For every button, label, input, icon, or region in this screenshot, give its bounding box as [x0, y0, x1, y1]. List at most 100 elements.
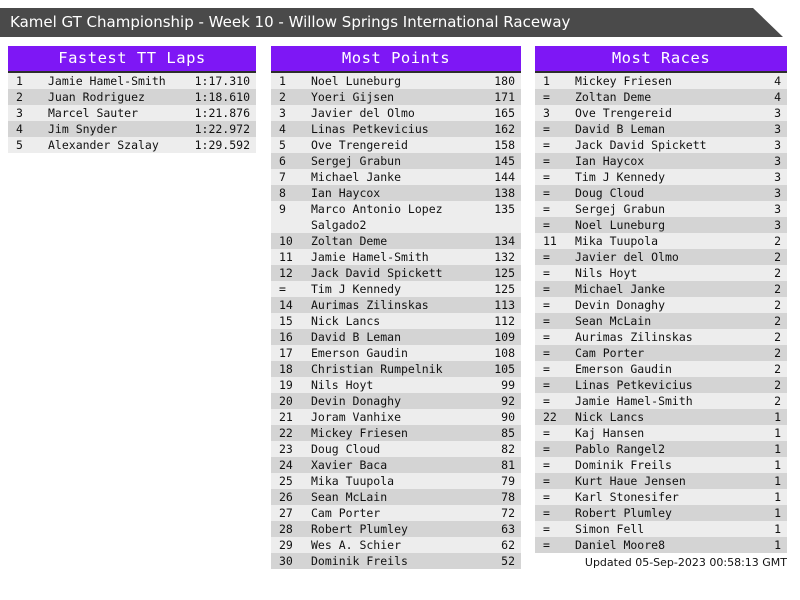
row-rank: =	[543, 378, 550, 392]
leaderboard-row: = Tim J Kennedy 125	[271, 281, 521, 297]
row-driver-name: Dominik Freils	[311, 554, 408, 568]
row-rank: 25	[279, 474, 293, 488]
row-rank: 10	[279, 234, 293, 248]
row-rank: 3	[543, 106, 550, 120]
leaderboard-row: 15 Nick Lancs 112	[271, 313, 521, 329]
row-rank: =	[543, 538, 550, 552]
row-value: 1	[774, 442, 781, 456]
row-value: 158	[494, 138, 515, 152]
row-driver-name: Emerson Gaudin	[575, 362, 672, 376]
row-value: 144	[494, 170, 515, 184]
leaderboard-row: 30 Dominik Freils 52	[271, 553, 521, 569]
row-rank: =	[279, 282, 286, 296]
row-rank: =	[543, 170, 550, 184]
leaderboard-row: 16 David B Leman 109	[271, 329, 521, 345]
row-driver-name: Zoltan Deme	[311, 234, 388, 248]
row-value: 162	[494, 122, 515, 136]
row-rank: =	[543, 442, 550, 456]
row-rank: 23	[279, 442, 293, 456]
row-driver-name: Karl Stonesifer	[575, 490, 679, 504]
row-value: 72	[501, 506, 515, 520]
leaderboard-row: 14 Aurimas Zilinskas 113	[271, 297, 521, 313]
most-races-panel: Most Races 1 Mickey Friesen 4 = Zoltan Deme 4…	[535, 46, 787, 553]
row-rank: 27	[279, 506, 293, 520]
leaderboard-row: = Aurimas Zilinskas 2	[535, 329, 787, 345]
row-value: 99	[501, 378, 515, 392]
row-rank: 5	[279, 138, 286, 152]
row-rank: =	[543, 426, 550, 440]
row-driver-name: Devin Donaghy	[311, 394, 402, 408]
championship-banner: Kamel GT Championship - Week 10 - Willow…	[0, 8, 783, 37]
most-points-list: 1 Noel Luneburg 180 2 Yoeri Gijsen 171 3 Javier…	[271, 73, 521, 569]
row-driver-name: Aurimas Zilinskas	[575, 330, 693, 344]
leaderboard-row: 2 Yoeri Gijsen 171	[271, 89, 521, 105]
row-rank: 11	[543, 234, 557, 248]
row-rank: 2	[279, 90, 286, 104]
leaderboard-row: 9 Marco Antonio Lopez Salgado2 135	[271, 201, 521, 233]
row-value: 3	[774, 218, 781, 232]
row-value: 81	[501, 458, 515, 472]
row-value: 2	[774, 394, 781, 408]
row-driver-name: Tim J Kennedy	[575, 170, 666, 184]
leaderboard-row: 21 Joram Vanhixe 90	[271, 409, 521, 425]
row-value: 79	[501, 474, 515, 488]
row-rank: 1	[16, 74, 23, 88]
row-rank: 1	[279, 74, 286, 88]
leaderboard-row: = Javier del Olmo 2	[535, 249, 787, 265]
row-rank: =	[543, 90, 550, 104]
row-driver-name: Jim Snyder	[48, 122, 118, 136]
leaderboard-row: = Dominik Freils 1	[535, 457, 787, 473]
leaderboard-row: 3 Javier del Olmo 165	[271, 105, 521, 121]
leaderboard-row: 29 Wes A. Schier 62	[271, 537, 521, 553]
row-rank: 15	[279, 314, 293, 328]
updated-timestamp: Updated 05-Sep-2023 00:58:13 GMT	[584, 556, 787, 569]
row-driver-name: Devin Donaghy	[575, 298, 666, 312]
row-value: 1:21.876	[194, 106, 250, 120]
row-rank: =	[543, 218, 550, 232]
row-driver-name: David B Leman	[575, 122, 666, 136]
row-driver-name: Zoltan Deme	[575, 90, 652, 104]
leaderboard-row: = Tim J Kennedy 3	[535, 169, 787, 185]
row-driver-name: Nils Hoyt	[575, 266, 638, 280]
row-driver-name: Jack David Spickett	[311, 266, 443, 280]
leaderboard-row: = Sergej Grabun 3	[535, 201, 787, 217]
row-rank: =	[543, 330, 550, 344]
row-value: 112	[494, 314, 515, 328]
panel-title-most-points: Most Points	[271, 46, 521, 73]
leaderboard-row: = Zoltan Deme 4	[535, 89, 787, 105]
row-driver-name: Yoeri Gijsen	[311, 90, 395, 104]
most-races-list: 1 Mickey Friesen 4 = Zoltan Deme 4 3 Ove Trenge…	[535, 73, 787, 553]
row-driver-name: Javier del Olmo	[575, 250, 679, 264]
leaderboard-row: = Karl Stonesifer 1	[535, 489, 787, 505]
leaderboard-row: 1 Jamie Hamel-Smith 1:17.310	[8, 73, 256, 89]
row-value: 82	[501, 442, 515, 456]
row-value: 2	[774, 362, 781, 376]
row-rank: 9	[279, 202, 286, 216]
row-rank: =	[543, 266, 550, 280]
row-value: 1	[774, 474, 781, 488]
row-driver-name: Robert Plumley	[575, 506, 672, 520]
leaderboard-row: 5 Ove Trengereid 158	[271, 137, 521, 153]
row-driver-name: Sergej Grabun	[311, 154, 402, 168]
row-rank: 30	[279, 554, 293, 568]
row-driver-name: Nils Hoyt	[311, 378, 374, 392]
row-value: 108	[494, 346, 515, 360]
row-driver-name: Sean McLain	[311, 490, 388, 504]
row-rank: 11	[279, 250, 293, 264]
row-rank: 4	[16, 122, 23, 136]
leaderboard-row: = Linas Petkevicius 2	[535, 377, 787, 393]
row-driver-name: Aurimas Zilinskas	[311, 298, 429, 312]
leaderboard-row: 4 Jim Snyder 1:22.972	[8, 121, 256, 137]
row-value: 3	[774, 122, 781, 136]
leaderboard-row: 5 Alexander Szalay 1:29.592	[8, 137, 256, 153]
row-rank: 12	[279, 266, 293, 280]
row-rank: 4	[279, 122, 286, 136]
row-value: 1:29.592	[194, 138, 250, 152]
row-driver-name: Michael Janke	[575, 282, 666, 296]
row-driver-name: Simon Fell	[575, 522, 645, 536]
row-rank: 8	[279, 186, 286, 200]
row-rank: =	[543, 506, 550, 520]
row-value: 134	[494, 234, 515, 248]
row-value: 2	[774, 282, 781, 296]
row-rank: 22	[279, 426, 293, 440]
